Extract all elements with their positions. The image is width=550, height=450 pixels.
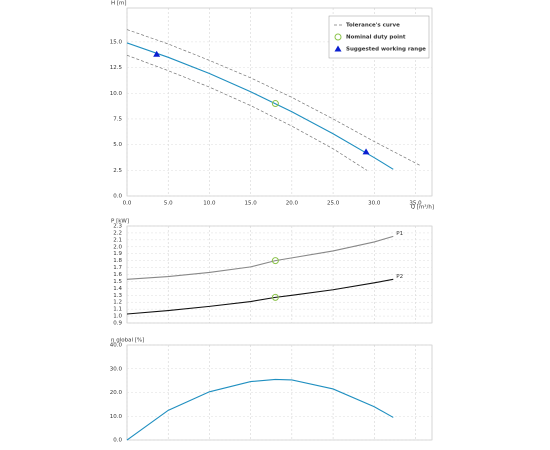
y-tick-label: 12.5	[110, 65, 123, 71]
legend-swatch	[334, 45, 342, 52]
series-line	[126, 235, 394, 280]
x-tick-label: 30.0	[368, 201, 381, 207]
y-tick-label: 30.0	[110, 366, 123, 372]
y-tick-label: 2.2	[113, 230, 122, 236]
marker-triangle	[153, 50, 161, 57]
y-tick-label: 10.0	[110, 91, 123, 97]
marker-circle	[271, 257, 279, 265]
y-tick-label: 2.3	[113, 224, 122, 230]
x-tick-label: 35.0	[409, 201, 422, 207]
legend-swatch	[334, 33, 342, 41]
y-tick-label: 1.3	[113, 293, 122, 299]
y-tick-label: 1.9	[113, 251, 122, 257]
series-line	[126, 29, 420, 166]
marker-circle	[271, 293, 279, 301]
y-axis-label: H [m]	[111, 1, 127, 7]
legend-label: Tolerance's curve	[346, 23, 400, 29]
series-line	[126, 54, 368, 171]
legend-box	[328, 15, 430, 59]
y-tick-label: 20.0	[110, 390, 123, 396]
y-tick-label: 0.9	[113, 321, 122, 327]
y-tick-label: 1.5	[113, 279, 122, 285]
y-tick-label: 1.4	[113, 286, 122, 292]
marker-circle	[271, 100, 279, 108]
y-tick-label: 0.0	[113, 194, 122, 200]
series-line	[126, 278, 394, 315]
x-tick-label: 15.0	[245, 201, 258, 207]
y-tick-label: 2.1	[113, 237, 122, 243]
x-tick-label: 5.0	[164, 201, 173, 207]
y-tick-label: 1.1	[113, 307, 122, 313]
y-tick-label: 1.6	[113, 272, 122, 278]
x-tick-label: 10.0	[203, 201, 216, 207]
x-tick-label: 20.0	[286, 201, 299, 207]
marker-triangle	[362, 148, 370, 155]
y-tick-label: 1.7	[113, 265, 122, 271]
y-tick-label: 1.8	[113, 258, 122, 264]
y-tick-label: 1.0	[113, 314, 122, 320]
y-axis-label: η global [%]	[111, 338, 144, 344]
y-tick-label: 2.0	[113, 244, 122, 250]
y-tick-label: 10.0	[110, 414, 123, 420]
y-axis-label: P [kW]	[111, 219, 129, 225]
series-line	[126, 378, 394, 441]
y-tick-label: 15.0	[110, 39, 123, 45]
x-tick-label: 25.0	[327, 201, 340, 207]
y-tick-label: 1.2	[113, 300, 122, 306]
x-tick-label: 0.0	[123, 201, 132, 207]
legend-label: Suggested working range	[346, 47, 426, 53]
x-axis-label: Q [m³/h]	[411, 204, 434, 211]
y-tick-label: 40.0	[110, 343, 123, 349]
y-tick-label: 2.5	[113, 168, 122, 174]
series-end-label: P1	[396, 231, 403, 237]
y-tick-label: 7.5	[113, 116, 122, 122]
legend-label: Nominal duty point	[346, 35, 406, 41]
y-tick-label: 0.0	[113, 438, 122, 444]
y-tick-label: 5.0	[113, 142, 122, 148]
series-end-label: P2	[396, 274, 403, 280]
